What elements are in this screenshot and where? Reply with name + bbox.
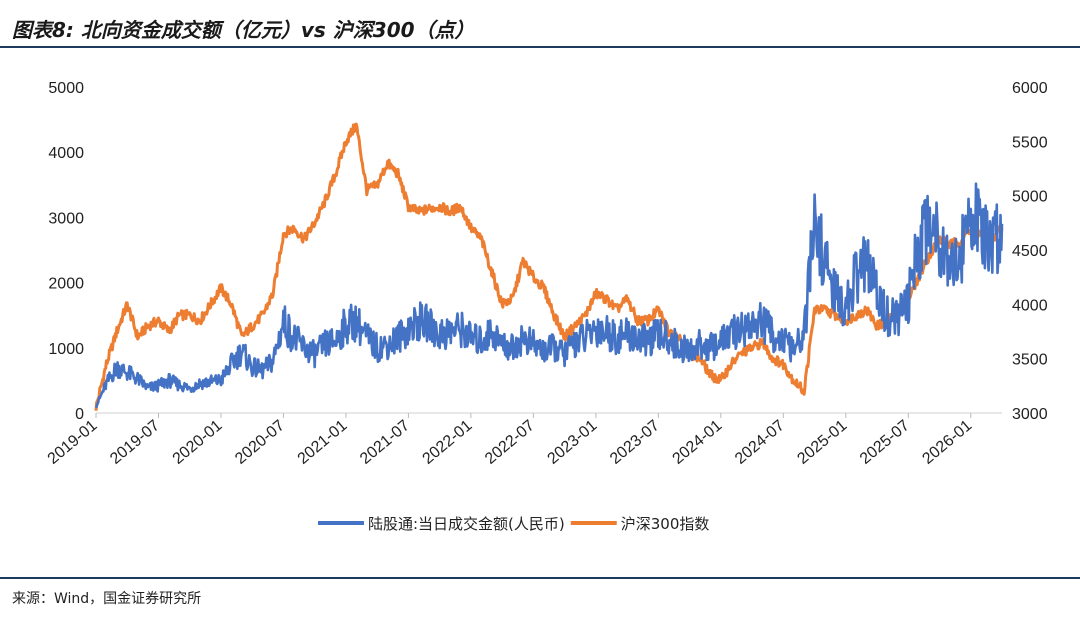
x-tick-label: 2022-01 [420, 417, 476, 468]
x-tick-label: 2025-01 [794, 417, 850, 468]
y-left-tick-label: 1000 [48, 341, 84, 358]
y-right-tick-label: 3000 [1012, 406, 1048, 423]
y-left-tick-label: 5000 [48, 80, 84, 97]
y-left-tick-label: 3000 [48, 210, 84, 227]
y-right-tick-label: 4000 [1012, 297, 1048, 314]
x-tick-label: 2019-07 [107, 417, 163, 468]
chart-title: 图表8: 北向资金成交额（亿元）vs 沪深300（点） [12, 18, 475, 42]
y-axis-left: 0 1000 2000 3000 4000 5000 [48, 80, 84, 423]
y-left-tick-label: 0 [75, 406, 84, 423]
x-tick-label: 2021-01 [295, 417, 351, 468]
legend: 陆股通:当日成交金额(人民币) 沪深300指数 [318, 515, 709, 533]
x-tick-label: 2020-01 [170, 417, 226, 468]
x-tick-label: 2024-01 [669, 417, 725, 468]
x-axis: 2019-01 2019-07 2020-01 2020-07 2021-01 2021-… [45, 413, 975, 468]
series-lines [94, 122, 1004, 411]
x-tick-label: 2025-07 [857, 417, 913, 468]
y-right-tick-label: 5500 [1012, 134, 1048, 151]
bottom-rule [0, 577, 1080, 579]
series-line-northbound [94, 182, 1004, 409]
legend-label: 沪深300指数 [621, 515, 710, 533]
x-tick-label: 2019-01 [45, 417, 101, 468]
x-tick-label: 2020-07 [232, 417, 288, 468]
chart: 0 1000 2000 3000 4000 5000 3000 3500 4000 4500 50… [45, 80, 1048, 533]
x-tick-label: 2023-07 [607, 417, 663, 468]
y-axis-right: 3000 3500 4000 4500 5000 5500 6000 [1012, 80, 1048, 423]
y-right-tick-label: 3500 [1012, 352, 1048, 369]
source-note: 来源：Wind，国金证券研究所 [12, 591, 202, 607]
legend-label: 陆股通:当日成交金额(人民币) [368, 515, 565, 533]
series-line-csi300 [94, 122, 1004, 411]
x-tick-label: 2024-07 [732, 417, 788, 468]
x-tick-label: 2026-01 [919, 417, 975, 468]
x-tick-label: 2022-07 [482, 417, 538, 468]
y-right-tick-label: 5000 [1012, 189, 1048, 206]
top-rule [0, 46, 1080, 48]
y-right-tick-label: 4500 [1012, 243, 1048, 260]
y-right-tick-label: 6000 [1012, 80, 1048, 97]
y-left-tick-label: 4000 [48, 145, 84, 162]
x-tick-label: 2023-01 [545, 417, 601, 468]
y-left-tick-label: 2000 [48, 276, 84, 293]
x-tick-label: 2021-07 [357, 417, 413, 468]
